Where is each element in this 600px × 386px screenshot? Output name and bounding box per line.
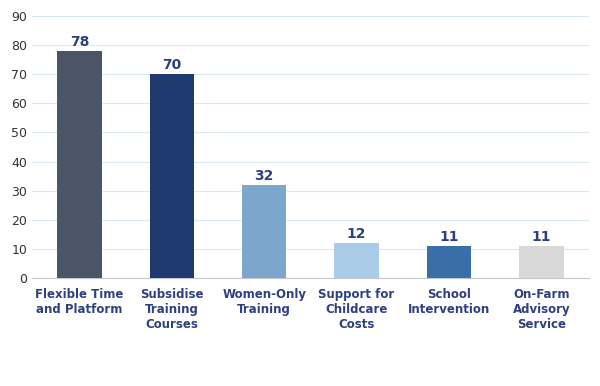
Bar: [334, 243, 379, 278]
Text: 78: 78: [70, 35, 89, 49]
Text: 12: 12: [347, 227, 367, 241]
Bar: [242, 185, 286, 278]
Text: 32: 32: [254, 169, 274, 183]
Text: 70: 70: [162, 58, 181, 72]
Text: 11: 11: [439, 230, 459, 244]
Bar: [519, 246, 563, 278]
Bar: [149, 74, 194, 278]
Bar: [427, 246, 471, 278]
Bar: [57, 51, 101, 278]
Text: 11: 11: [532, 230, 551, 244]
